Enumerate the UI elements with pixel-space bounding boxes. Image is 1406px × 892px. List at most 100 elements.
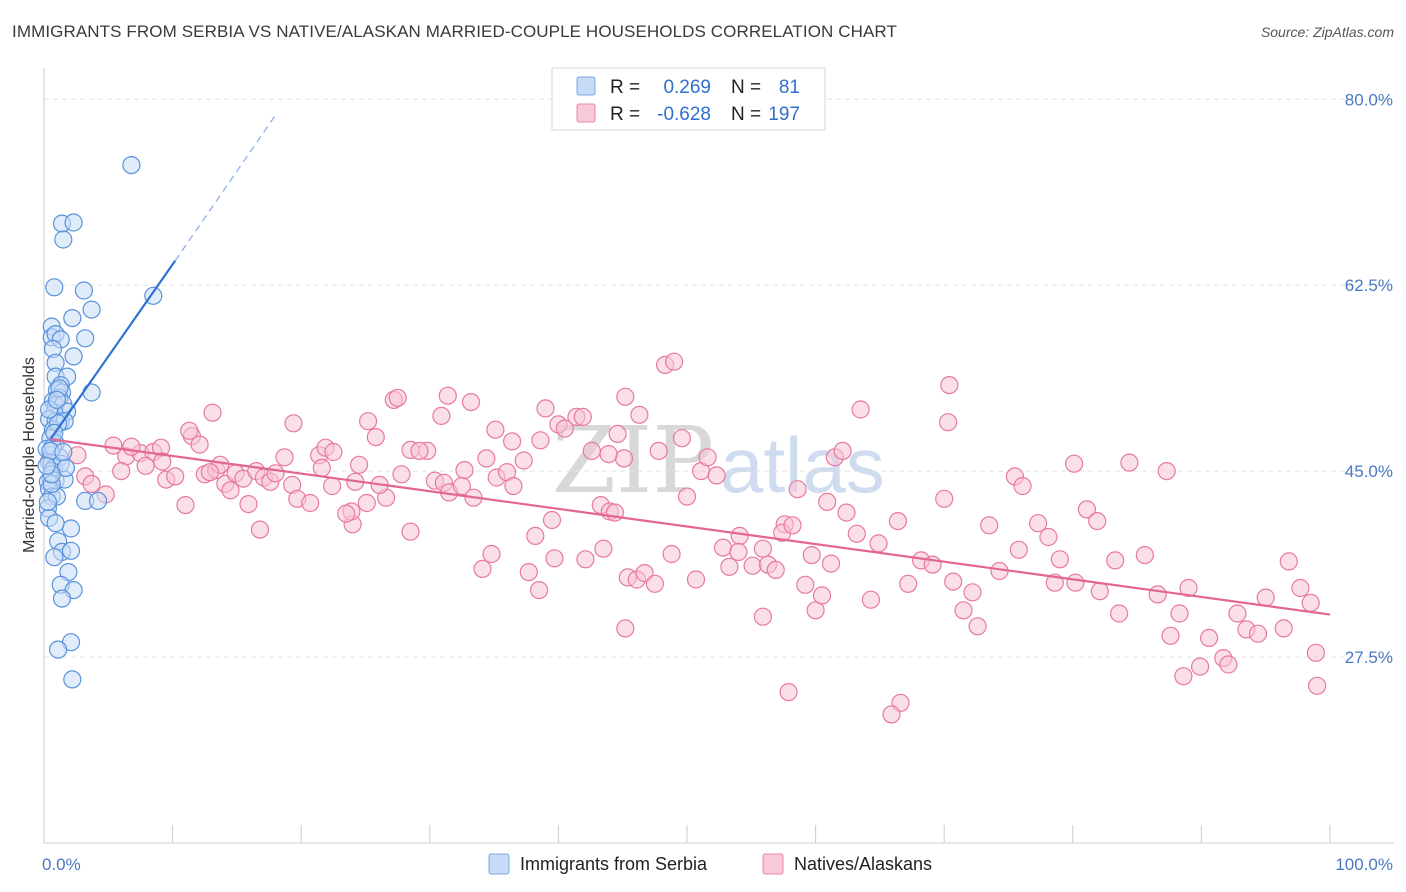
natives-point [104,436,123,455]
serbia-point [144,286,163,305]
legend-n-value-natives: 197 [768,104,800,125]
serbia-point [37,456,56,475]
natives-point [837,503,856,522]
natives-point [720,557,739,576]
serbia-point [52,589,72,608]
natives-point [812,586,832,605]
natives-point [1291,578,1310,598]
natives-point [576,550,595,569]
natives-point [713,538,733,557]
natives-point [477,449,496,468]
natives-point [796,575,815,594]
legend-swatch-serbia [576,76,596,96]
y-axis-title: Married-couple Households [21,357,38,553]
natives-point [519,562,538,582]
natives-point [455,461,474,480]
natives-point [473,559,492,579]
serbia-point [63,670,82,689]
natives-point [545,549,564,568]
natives-point [766,560,785,580]
natives-point [324,442,343,462]
y-tick-labels: 80.0% 62.5% 45.0% 27.5% [1345,90,1393,667]
serbia-point [46,514,65,533]
x-tick-label: 100.0% [1335,855,1393,874]
natives-point [730,526,749,546]
natives-point [899,574,918,593]
natives-point [432,406,451,425]
y-tick-label: 45.0% [1345,462,1393,481]
natives-point [594,539,613,558]
natives-point [677,487,697,506]
natives-point [1009,540,1028,559]
natives-point [529,580,549,600]
natives-point [312,458,331,477]
natives-point [526,526,545,546]
serbia-point [54,442,73,462]
natives-point [1148,585,1167,604]
natives-point [284,414,303,433]
natives-point [1088,511,1107,531]
series-legend-swatch-serbia [488,853,510,875]
natives-point [664,352,684,371]
natives-point [1090,582,1109,601]
natives-point [649,441,668,460]
natives-point [1248,624,1268,643]
natives-point [1256,588,1275,607]
x-tick-label: 0.0% [42,855,81,874]
serbia-point [64,347,83,366]
natives-point [82,474,101,493]
natives-point [599,445,618,464]
y-tick-label: 27.5% [1345,648,1393,667]
natives-point [802,545,821,565]
natives-point [1179,578,1198,598]
natives-point [1174,667,1193,686]
x-tick-labels: 0.0% 100.0% [42,855,1393,874]
natives-point [112,462,131,481]
serbia-point [38,492,58,511]
natives-point [266,464,285,483]
natives-point [359,412,378,431]
legend-r-value-serbia: 0.269 [663,77,711,98]
natives-point [963,583,982,602]
natives-point [555,419,574,438]
natives-point [861,590,881,609]
natives-point [779,682,798,702]
natives-point [388,388,407,407]
natives-point [410,441,429,460]
natives-point [275,448,294,467]
legend-swatch-natives [576,103,596,123]
natives-point [743,556,762,575]
natives-point [1120,453,1139,472]
serbia-point [64,213,83,232]
y-tick-label: 62.5% [1345,276,1393,295]
natives-point [461,393,481,412]
natives-point [1039,527,1058,547]
natives-point [935,489,954,508]
natives-point [788,480,807,499]
natives-point [1301,593,1320,613]
natives-point [392,465,411,484]
natives-point [221,481,240,500]
natives-point [980,516,999,535]
natives-point [350,455,369,474]
natives-point [686,570,706,589]
natives-point [438,386,457,405]
series-legend-label-natives: Natives/Alaskans [794,854,932,874]
legend-box [551,67,826,131]
natives-point [882,705,901,724]
natives-point [938,413,958,432]
natives-point [531,431,550,450]
gridlines [44,98,1394,658]
natives-point [1199,628,1219,648]
natives-point [166,467,185,486]
natives-point [645,574,665,593]
natives-point [122,437,141,456]
natives-point [250,520,270,539]
natives-point [542,510,562,530]
legend-r-label-natives: R = [610,104,640,125]
natives-point [614,449,634,468]
serbia-point [61,541,81,560]
natives-point [502,432,522,451]
serbia-point [48,640,68,659]
natives-point [753,539,773,558]
